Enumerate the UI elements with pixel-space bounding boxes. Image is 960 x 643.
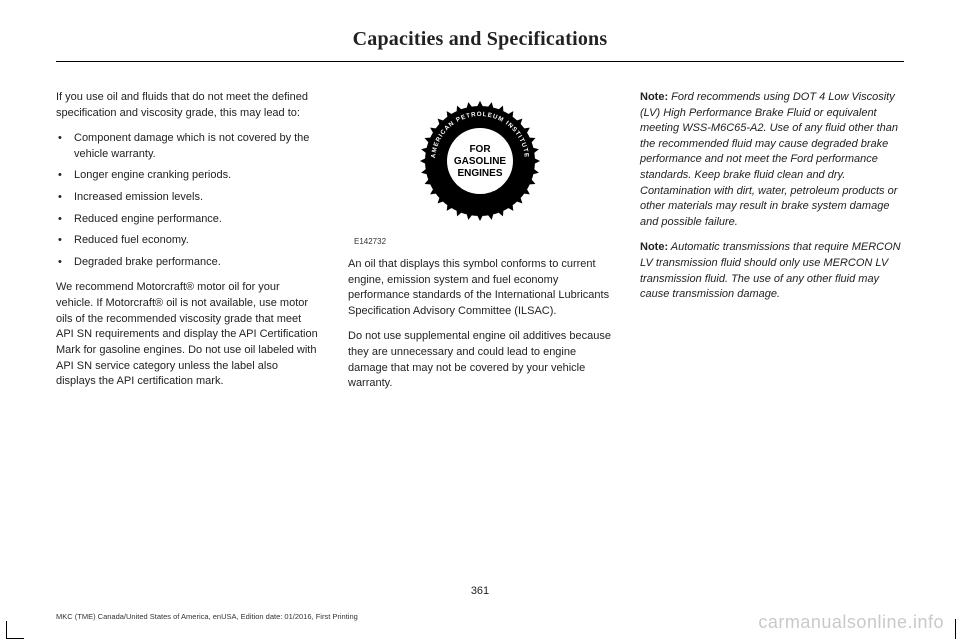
- note-2: Note: Automatic transmissions that requi…: [640, 240, 904, 302]
- note-label: Note:: [640, 241, 668, 253]
- list-item: Component damage which is not covered by…: [56, 131, 320, 162]
- note-1: Note: Ford recommends using DOT 4 Low Vi…: [640, 90, 904, 230]
- column-2: AMERICAN PETROLEUM INSTITUTE CERTIFIED F…: [348, 90, 612, 402]
- crop-mark-right: [954, 619, 956, 639]
- list-item: Reduced fuel economy.: [56, 233, 320, 249]
- list-item: Longer engine cranking periods.: [56, 168, 320, 184]
- content-columns: If you use oil and fluids that do not me…: [56, 90, 904, 402]
- watermark: carmanualsonline.info: [758, 612, 944, 633]
- note-2-text: Automatic transmissions that require MER…: [640, 241, 901, 300]
- seal-code: E142732: [354, 236, 612, 247]
- note-label: Note:: [640, 91, 668, 103]
- list-item: Degraded brake performance.: [56, 255, 320, 271]
- col2-para2: Do not use supplemental engine oil addit…: [348, 329, 612, 391]
- note-1-text: Ford recommends using DOT 4 Low Viscosit…: [640, 91, 898, 228]
- page-number: 361: [0, 585, 960, 597]
- svg-text:ENGINES: ENGINES: [457, 168, 502, 179]
- svg-text:FOR: FOR: [469, 144, 491, 155]
- col1-intro: If you use oil and fluids that do not me…: [56, 90, 320, 121]
- svg-text:GASOLINE: GASOLINE: [454, 156, 507, 167]
- column-3: Note: Ford recommends using DOT 4 Low Vi…: [640, 90, 904, 402]
- header-rule: [56, 61, 904, 62]
- page: Capacities and Specifications If you use…: [0, 0, 960, 643]
- list-item: Increased emission levels.: [56, 190, 320, 206]
- col1-paragraph: We recommend Motorcraft® motor oil for y…: [56, 280, 320, 389]
- column-1: If you use oil and fluids that do not me…: [56, 90, 320, 402]
- crop-mark-left: [6, 621, 24, 639]
- footer-edition: MKC (TME) Canada/United States of Americ…: [56, 612, 358, 621]
- col1-bullets: Component damage which is not covered by…: [56, 131, 320, 270]
- api-seal-icon: AMERICAN PETROLEUM INSTITUTE CERTIFIED F…: [415, 96, 545, 226]
- page-title: Capacities and Specifications: [56, 28, 904, 61]
- api-seal: AMERICAN PETROLEUM INSTITUTE CERTIFIED F…: [348, 96, 612, 232]
- col2-para1: An oil that displays this symbol conform…: [348, 257, 612, 319]
- list-item: Reduced engine performance.: [56, 212, 320, 228]
